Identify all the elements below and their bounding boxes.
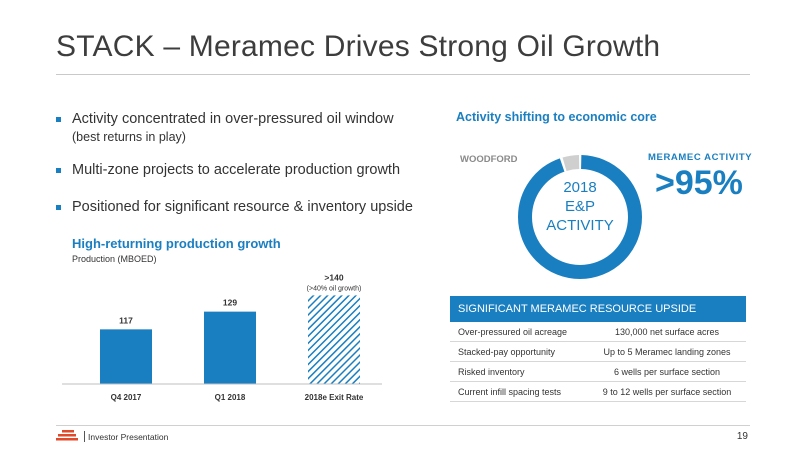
resource-table-header: SIGNIFICANT MERAMEC RESOURCE UPSIDE (450, 296, 746, 322)
footer-divider (56, 425, 750, 426)
chart-subtitle: Production (MBOED) (72, 254, 157, 264)
donut-center-year: 2018 (563, 179, 597, 196)
title-divider (56, 74, 750, 75)
table-cell-label: Current infill spacing tests (458, 387, 562, 397)
bullet-item: Multi-zone projects to accelerate produc… (56, 161, 446, 180)
table-row: Over-pressured oil acreage 130,000 net s… (450, 322, 746, 342)
table-cell-value: 9 to 12 wells per surface section (602, 387, 732, 397)
bar-annotation: (>40% oil growth) (307, 285, 362, 292)
bullet-item: Positioned for significant resource & in… (56, 198, 446, 217)
bullet-square-icon (56, 205, 61, 210)
page-title: STACK – Meramec Drives Strong Oil Growth (56, 30, 661, 63)
x-tick-label: 2018e Exit Rate (305, 393, 364, 402)
bullet-subtext: (best returns in play) (72, 130, 186, 144)
bar-q4-2017 (100, 329, 152, 384)
bar-data-label: >140 (324, 272, 343, 282)
page-number: 19 (736, 431, 748, 442)
donut-center-activity: ACTIVITY (546, 217, 614, 234)
meramec-activity-value: >95% (655, 164, 743, 202)
footer-separator (84, 431, 85, 442)
bullet-text: Activity concentrated in over-pressured … (72, 111, 394, 127)
bullet-square-icon (56, 117, 61, 122)
production-bar-chart: 117 Q4 2017 129 Q1 2018 >140 (>40% oil growth… (62, 272, 382, 402)
table-cell-value: 6 wells per surface section (613, 367, 721, 377)
bar-data-label: 117 (119, 315, 133, 325)
table-row: Current infill spacing tests 9 to 12 wel… (450, 382, 746, 402)
table-cell-label: Over-pressured oil acreage (458, 327, 568, 337)
bar-q1-2018 (204, 311, 256, 384)
bullet-square-icon (56, 168, 61, 173)
x-tick-label: Q4 2017 (111, 393, 142, 402)
bullet-item: Activity concentrated in over-pressured … (56, 110, 446, 145)
meramec-activity-label: MERAMEC ACTIVITY (648, 152, 753, 163)
donut-center-label: 2018 E&P ACTIVITY (530, 178, 630, 235)
woodford-label: WOODFORD (460, 154, 518, 165)
bar-2018e-exit-rate (308, 295, 360, 384)
donut-center-ep: E&P (564, 198, 595, 215)
table-cell-label: Risked inventory (458, 367, 525, 377)
donut-meramec-slice (518, 155, 642, 279)
bar-data-label: 129 (223, 298, 237, 308)
x-tick-label: Q1 2018 (215, 393, 246, 402)
bullet-text: Multi-zone projects to accelerate produc… (72, 162, 401, 178)
table-row: Risked inventory 6 wells per surface sec… (450, 362, 746, 382)
bullet-list: Activity concentrated in over-pressured … (56, 110, 446, 229)
donut-title: Activity shifting to economic core (456, 110, 657, 124)
table-cell-label: Stacked-pay opportunity (458, 347, 556, 357)
bullet-text: Positioned for significant resource & in… (72, 199, 413, 215)
table-row: Stacked-pay opportunity Up to 5 Meramec … (450, 342, 746, 362)
resource-table: Over-pressured oil acreage 130,000 net s… (450, 322, 746, 402)
activity-donut-chart (518, 155, 642, 279)
table-cell-value: 130,000 net surface acres (614, 327, 720, 337)
company-logo-icon (56, 430, 78, 441)
table-cell-value: Up to 5 Meramec landing zones (603, 347, 731, 357)
footer-text: Investor Presentation (88, 432, 169, 442)
chart-title: High-returning production growth (72, 236, 281, 251)
